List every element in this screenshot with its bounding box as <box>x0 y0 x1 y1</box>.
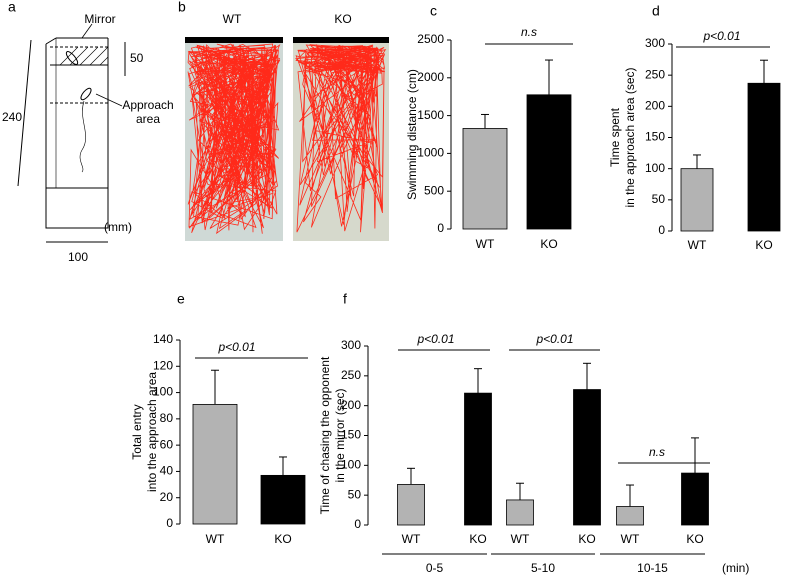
x-tick-label: KO <box>274 532 291 546</box>
panel-label: b <box>178 0 186 15</box>
y-axis-label: Total entry <box>130 404 144 459</box>
mirror-bar <box>293 37 389 43</box>
y-tick-label: 100 <box>153 385 173 399</box>
bar <box>462 128 508 230</box>
y-tick-label: 250 <box>645 67 665 81</box>
y-tick-label: 60 <box>160 437 174 451</box>
diagram-label: Mirror <box>84 12 115 26</box>
y-tick-label: 40 <box>160 464 174 478</box>
y-axis-label: into the approach area <box>145 372 159 492</box>
bar <box>464 392 492 526</box>
y-tick-label: 2500 <box>417 32 444 46</box>
y-tick-label: 2000 <box>417 70 444 84</box>
bar <box>397 484 425 526</box>
annotation: n.s <box>649 445 665 459</box>
track-label: WT <box>223 12 242 26</box>
annotation: p<0.01 <box>416 332 454 346</box>
panel-label: c <box>430 3 437 19</box>
bar <box>573 389 601 526</box>
x-tick-label: WT <box>511 532 530 546</box>
y-tick-label: 250 <box>341 368 361 382</box>
group-label: 10-15 <box>637 561 668 575</box>
annotation: p<0.01 <box>702 29 740 43</box>
bar <box>506 499 534 526</box>
annotation: n.s <box>521 25 537 39</box>
x-tick-label: WT <box>206 532 225 546</box>
y-tick-label: 80 <box>160 411 174 425</box>
x-tick-label: KO <box>540 237 557 251</box>
group-label: 0-5 <box>426 561 444 575</box>
y-tick-label: 150 <box>341 428 361 442</box>
x-tick-label: KO <box>469 532 486 546</box>
bar <box>681 472 709 526</box>
y-tick-label: 1000 <box>417 146 444 160</box>
bar <box>616 506 644 526</box>
y-tick-label: 140 <box>153 332 173 346</box>
mirror-bar <box>185 37 283 43</box>
x-tick-label: WT <box>476 237 495 251</box>
bar <box>526 94 572 230</box>
track-images <box>185 37 389 241</box>
diagram-label: 240 <box>2 110 22 124</box>
diagram-label: area <box>136 112 160 126</box>
bar <box>260 474 306 525</box>
y-tick-label: 200 <box>645 99 665 113</box>
x-tick-label: KO <box>755 238 772 252</box>
panel-label: a <box>8 0 16 15</box>
bar <box>680 168 714 232</box>
y-tick-label: 50 <box>348 487 362 501</box>
y-axis-label: Swimming distance (cm) <box>405 69 419 200</box>
y-tick-label: 0 <box>658 223 665 237</box>
y-axis-label: in the mirror (sec) <box>333 388 347 482</box>
bar <box>747 82 781 232</box>
y-tick-label: 300 <box>645 36 665 50</box>
annotation: p<0.01 <box>535 332 573 346</box>
track-label: KO <box>334 12 351 26</box>
y-axis-label: Time of chasing the opponent <box>318 356 332 514</box>
x-tick-label: WT <box>402 532 421 546</box>
x-tick-label: WT <box>621 532 640 546</box>
y-tick-label: 0 <box>354 517 361 531</box>
bar <box>192 403 238 525</box>
y-tick-label: 500 <box>424 183 444 197</box>
x-axis-label: (min) <box>722 561 749 575</box>
diagram-label: 50 <box>130 51 144 65</box>
y-tick-label: 50 <box>652 192 666 206</box>
y-tick-label: 100 <box>341 458 361 472</box>
x-tick-label: KO <box>686 532 703 546</box>
y-axis-label: Time spent <box>608 107 622 167</box>
diagram-label: Approach <box>122 98 173 112</box>
y-tick-label: 1500 <box>417 108 444 122</box>
panel-label: d <box>652 3 660 19</box>
diagram-label: (mm) <box>104 220 132 234</box>
panel-label: f <box>343 291 347 307</box>
x-tick-label: KO <box>578 532 595 546</box>
x-tick-label: WT <box>688 238 707 252</box>
y-tick-label: 200 <box>341 398 361 412</box>
y-tick-label: 300 <box>341 338 361 352</box>
y-tick-label: 100 <box>645 161 665 175</box>
group-label: 5-10 <box>531 561 555 575</box>
y-tick-label: 150 <box>645 130 665 144</box>
y-axis-label: in the approach area (sec) <box>623 67 637 207</box>
y-tick-label: 120 <box>153 358 173 372</box>
panel-label: e <box>177 291 185 307</box>
y-tick-label: 0 <box>166 516 173 530</box>
diagram-label: 100 <box>68 250 88 264</box>
tank-diagram <box>17 23 126 243</box>
y-tick-label: 20 <box>160 490 174 504</box>
y-tick-label: 0 <box>437 221 444 235</box>
swim-track <box>187 43 281 235</box>
swim-track <box>294 44 387 233</box>
annotation: p<0.01 <box>217 340 255 354</box>
